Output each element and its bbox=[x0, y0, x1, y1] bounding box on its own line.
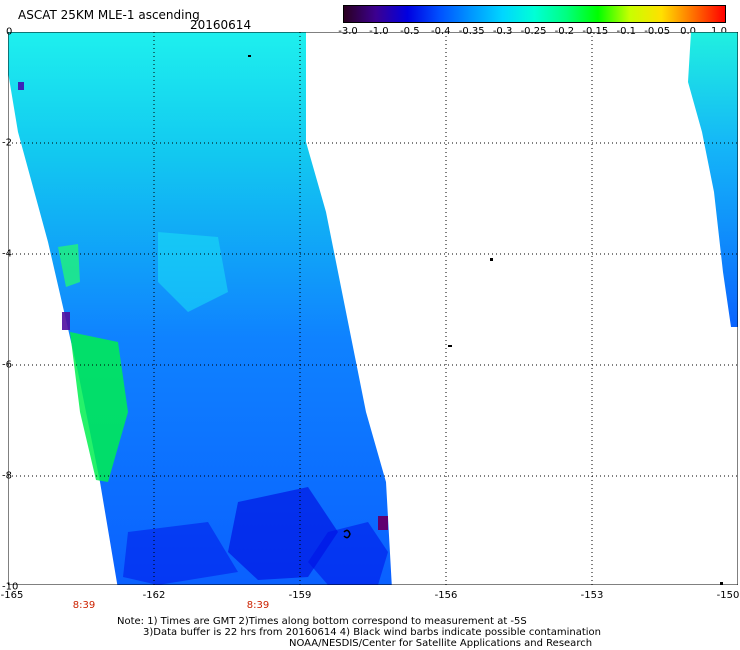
purple-spot-2 bbox=[18, 82, 24, 90]
note-line-1: Note: 1) Times are GMT 2)Times along bot… bbox=[117, 616, 527, 627]
map-date: 20160614 bbox=[190, 18, 252, 32]
deep-blue-a bbox=[228, 487, 338, 580]
lat-tick-label: 0 bbox=[6, 26, 13, 38]
lat-tick-label: -4 bbox=[2, 248, 12, 260]
swath-right bbox=[688, 32, 738, 327]
lon-tick-label: -156 bbox=[434, 590, 458, 601]
lat-tick-label: -6 bbox=[2, 359, 12, 371]
swath-map bbox=[8, 32, 738, 585]
cyan-patch bbox=[158, 232, 228, 312]
lat-tick-label: -10 bbox=[2, 581, 19, 593]
time-tick-label: 8:39 bbox=[246, 600, 270, 611]
swath-left bbox=[8, 32, 392, 585]
purple-spot bbox=[62, 312, 70, 330]
deep-blue-b bbox=[123, 522, 238, 585]
map-title: ASCAT 25KM MLE-1 ascending bbox=[18, 8, 200, 22]
green-small bbox=[58, 244, 80, 287]
lat-tick-label: -8 bbox=[2, 470, 12, 482]
lon-tick-label: -150 bbox=[716, 590, 740, 601]
note-line-2: 3)Data buffer is 22 hrs from 20160614 4)… bbox=[143, 627, 601, 638]
green-patch bbox=[70, 332, 128, 482]
purple-spot-3 bbox=[378, 516, 388, 530]
time-tick-label: 8:39 bbox=[72, 600, 96, 611]
lon-tick-label: -165 bbox=[0, 590, 24, 601]
note-line-3: NOAA/NESDIS/Center for Satellite Applica… bbox=[289, 638, 593, 649]
lat-tick-label: -2 bbox=[2, 137, 12, 149]
deep-blue-c bbox=[308, 522, 388, 585]
map-plot-area bbox=[8, 32, 738, 585]
colorbar bbox=[343, 5, 726, 23]
lon-tick-label: -162 bbox=[142, 590, 166, 601]
lon-tick-label: -159 bbox=[288, 590, 312, 601]
lon-tick-label: -153 bbox=[580, 590, 604, 601]
